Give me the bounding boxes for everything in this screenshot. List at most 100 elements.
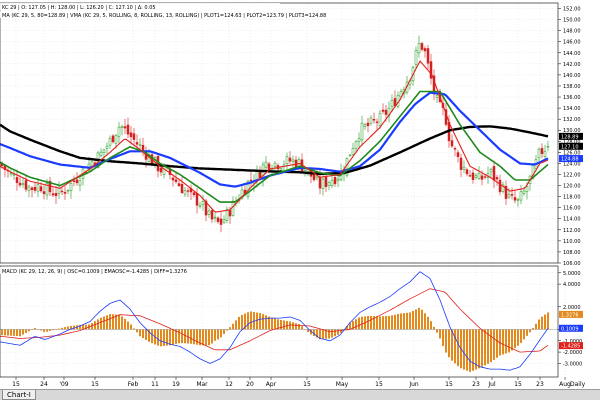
candle[interactable]	[435, 93, 439, 103]
candle[interactable]	[450, 134, 454, 148]
candle[interactable]	[42, 185, 46, 200]
candle[interactable]	[468, 170, 472, 177]
candle[interactable]	[177, 179, 181, 188]
macd-bar	[526, 329, 528, 336]
candle[interactable]	[414, 46, 418, 69]
candle[interactable]	[372, 112, 376, 124]
candle[interactable]	[516, 197, 520, 207]
candle[interactable]	[462, 160, 466, 174]
candle[interactable]	[357, 132, 361, 148]
candle[interactable]	[183, 187, 187, 197]
candle[interactable]	[18, 175, 22, 188]
candle[interactable]	[288, 151, 292, 165]
candle[interactable]	[453, 146, 457, 157]
tab-chart-i[interactable]: Chart-I	[2, 390, 36, 400]
candle[interactable]	[378, 109, 382, 129]
candle[interactable]	[501, 181, 505, 194]
candle[interactable]	[33, 182, 37, 194]
candle[interactable]	[381, 103, 385, 115]
candle[interactable]	[543, 144, 547, 162]
candle[interactable]	[126, 117, 130, 139]
candle[interactable]	[78, 174, 82, 192]
candle[interactable]	[216, 216, 220, 224]
candle[interactable]	[429, 53, 433, 85]
candle[interactable]	[171, 176, 175, 187]
candle[interactable]	[504, 180, 508, 205]
candle[interactable]	[285, 152, 289, 171]
candle[interactable]	[474, 173, 478, 180]
candle[interactable]	[330, 175, 334, 189]
candle[interactable]	[69, 181, 73, 199]
candle[interactable]	[30, 186, 34, 198]
candle[interactable]	[111, 134, 115, 144]
candle[interactable]	[72, 175, 76, 187]
candle[interactable]	[21, 177, 25, 188]
candle[interactable]	[51, 187, 55, 198]
candle[interactable]	[354, 140, 358, 154]
candle[interactable]	[108, 135, 112, 149]
candle[interactable]	[186, 187, 190, 197]
candle[interactable]	[249, 172, 253, 188]
candle[interactable]	[324, 171, 328, 192]
candle[interactable]	[321, 175, 325, 196]
candle[interactable]	[201, 194, 205, 211]
candle[interactable]	[426, 44, 430, 70]
candle[interactable]	[345, 157, 349, 178]
candle[interactable]	[198, 201, 202, 209]
candle[interactable]	[60, 187, 64, 196]
candle[interactable]	[15, 169, 19, 191]
candle[interactable]	[129, 125, 133, 145]
candle[interactable]	[213, 212, 217, 223]
candle[interactable]	[207, 207, 211, 218]
candle[interactable]	[54, 185, 58, 204]
candle[interactable]	[327, 180, 331, 191]
candle[interactable]	[36, 178, 40, 197]
candle[interactable]	[513, 190, 517, 204]
candle[interactable]	[222, 215, 226, 224]
candle[interactable]	[141, 137, 145, 157]
candle[interactable]	[423, 45, 427, 58]
candle[interactable]	[336, 176, 340, 188]
candle[interactable]	[375, 118, 379, 131]
candle[interactable]	[510, 187, 514, 200]
candle[interactable]	[123, 118, 127, 135]
candle[interactable]	[459, 153, 463, 178]
candle[interactable]	[417, 35, 421, 58]
candle[interactable]	[420, 41, 424, 52]
candle[interactable]	[351, 142, 355, 157]
candle[interactable]	[546, 141, 550, 152]
candle[interactable]	[210, 208, 214, 224]
candle[interactable]	[366, 117, 370, 133]
candle[interactable]	[483, 174, 487, 180]
candle[interactable]	[348, 153, 352, 157]
candle[interactable]	[540, 143, 544, 159]
candle[interactable]	[495, 174, 499, 186]
candle[interactable]	[12, 169, 16, 180]
candle[interactable]	[390, 94, 394, 113]
candle[interactable]	[192, 190, 196, 198]
candle[interactable]	[225, 206, 229, 224]
candle[interactable]	[63, 186, 67, 200]
candle[interactable]	[105, 142, 109, 157]
candle[interactable]	[498, 174, 502, 196]
candle[interactable]	[120, 124, 124, 136]
candle[interactable]	[117, 122, 121, 144]
candle[interactable]	[219, 212, 223, 233]
candle[interactable]	[66, 189, 70, 195]
candle[interactable]	[456, 149, 460, 163]
candle[interactable]	[360, 115, 364, 146]
candle[interactable]	[99, 148, 103, 158]
candle[interactable]	[75, 172, 79, 186]
candle[interactable]	[537, 147, 541, 162]
candle[interactable]	[519, 184, 523, 205]
candle[interactable]	[291, 155, 295, 169]
candle[interactable]	[363, 122, 367, 130]
candle[interactable]	[27, 184, 31, 198]
candle[interactable]	[465, 167, 469, 177]
candle[interactable]	[477, 166, 481, 181]
candle[interactable]	[489, 167, 493, 179]
candle[interactable]	[369, 115, 373, 126]
candle[interactable]	[132, 127, 136, 147]
candle[interactable]	[471, 169, 475, 184]
candle[interactable]	[180, 176, 184, 195]
